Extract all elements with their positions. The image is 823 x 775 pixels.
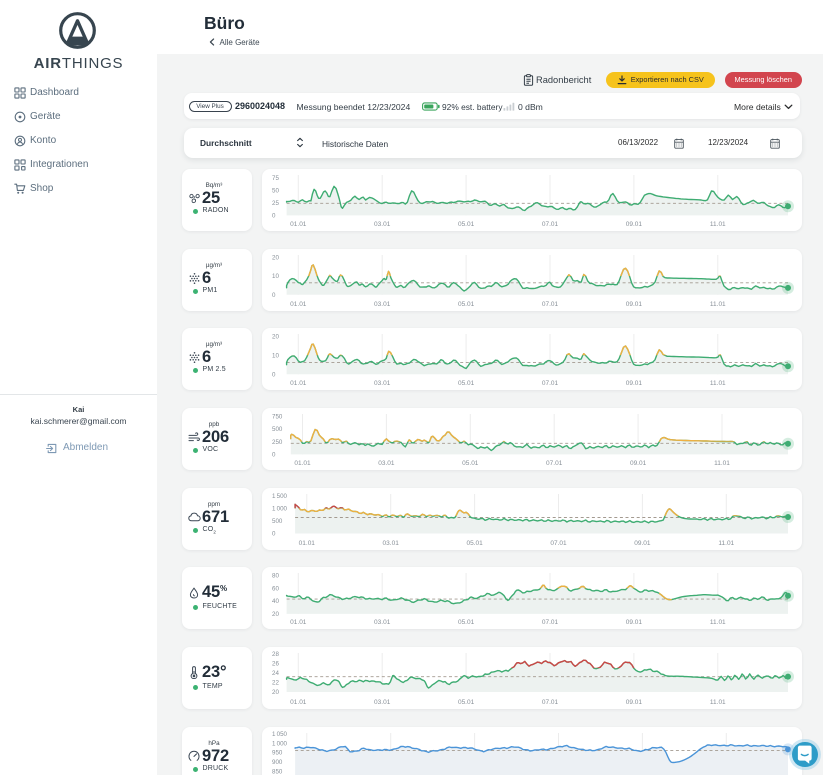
svg-text:09.01: 09.01: [626, 221, 643, 228]
svg-text:03.01: 03.01: [383, 540, 400, 547]
svg-text:07.01: 07.01: [542, 221, 559, 228]
svg-text:11.01: 11.01: [710, 221, 726, 228]
svg-text:10: 10: [272, 352, 279, 359]
svg-text:250: 250: [272, 439, 283, 446]
svg-text:26: 26: [272, 660, 279, 667]
svg-text:75: 75: [272, 175, 279, 182]
svg-text:11.01: 11.01: [710, 380, 726, 387]
svg-text:07.01: 07.01: [542, 699, 559, 706]
svg-text:09.01: 09.01: [626, 301, 643, 308]
svg-text:03.01: 03.01: [374, 221, 391, 228]
svg-text:20: 20: [272, 255, 279, 262]
svg-text:24: 24: [272, 670, 279, 677]
svg-text:01.01: 01.01: [290, 699, 307, 706]
svg-text:50: 50: [272, 188, 279, 195]
svg-text:09.01: 09.01: [630, 460, 647, 467]
svg-text:03.01: 03.01: [378, 460, 395, 467]
svg-text:0: 0: [272, 531, 276, 538]
svg-text:1 000: 1 000: [272, 740, 288, 747]
svg-text:0: 0: [272, 213, 276, 220]
svg-text:05.01: 05.01: [458, 301, 475, 308]
svg-text:01.01: 01.01: [290, 221, 307, 228]
svg-text:09.01: 09.01: [634, 540, 651, 547]
svg-text:09.01: 09.01: [626, 380, 643, 387]
svg-text:01.01: 01.01: [290, 619, 307, 626]
svg-text:01.01: 01.01: [294, 460, 311, 467]
svg-text:20: 20: [272, 689, 279, 696]
svg-text:1 050: 1 050: [272, 731, 288, 738]
svg-text:0: 0: [272, 371, 276, 378]
svg-text:28: 28: [272, 651, 279, 658]
svg-text:60: 60: [272, 585, 279, 592]
svg-text:07.01: 07.01: [550, 540, 567, 547]
svg-text:1 500: 1 500: [272, 493, 288, 500]
svg-text:500: 500: [272, 518, 283, 525]
svg-text:11.01: 11.01: [718, 540, 734, 547]
svg-text:11.01: 11.01: [710, 301, 726, 308]
svg-text:07.01: 07.01: [542, 619, 559, 626]
svg-text:05.01: 05.01: [458, 619, 475, 626]
svg-text:01.01: 01.01: [299, 540, 316, 547]
svg-text:05.01: 05.01: [462, 460, 479, 467]
svg-text:09.01: 09.01: [626, 699, 643, 706]
svg-text:80: 80: [272, 573, 279, 580]
svg-text:900: 900: [272, 759, 283, 766]
svg-text:05.01: 05.01: [458, 699, 475, 706]
svg-text:850: 850: [272, 768, 283, 775]
svg-text:05.01: 05.01: [458, 221, 475, 228]
svg-text:07.01: 07.01: [546, 460, 563, 467]
svg-text:07.01: 07.01: [542, 301, 559, 308]
svg-text:03.01: 03.01: [374, 301, 391, 308]
svg-text:0: 0: [272, 292, 276, 299]
svg-text:500: 500: [272, 426, 283, 433]
svg-text:40: 40: [272, 598, 279, 605]
svg-text:950: 950: [272, 750, 283, 757]
svg-text:11.01: 11.01: [710, 699, 726, 706]
svg-text:03.01: 03.01: [374, 619, 391, 626]
svg-text:03.01: 03.01: [374, 699, 391, 706]
svg-text:01.01: 01.01: [290, 380, 307, 387]
svg-text:01.01: 01.01: [290, 301, 307, 308]
svg-text:09.01: 09.01: [626, 619, 643, 626]
svg-text:11.01: 11.01: [714, 460, 730, 467]
svg-text:22: 22: [272, 680, 279, 687]
svg-text:05.01: 05.01: [466, 540, 483, 547]
svg-text:10: 10: [272, 273, 279, 280]
svg-text:07.01: 07.01: [542, 380, 559, 387]
svg-text:20: 20: [272, 611, 279, 618]
svg-text:03.01: 03.01: [374, 380, 391, 387]
svg-text:25: 25: [272, 200, 279, 207]
svg-text:1 000: 1 000: [272, 505, 288, 512]
svg-text:11.01: 11.01: [710, 619, 726, 626]
svg-text:20: 20: [272, 334, 279, 341]
svg-text:05.01: 05.01: [458, 380, 475, 387]
svg-text:750: 750: [272, 413, 283, 420]
svg-text:0: 0: [272, 452, 276, 459]
